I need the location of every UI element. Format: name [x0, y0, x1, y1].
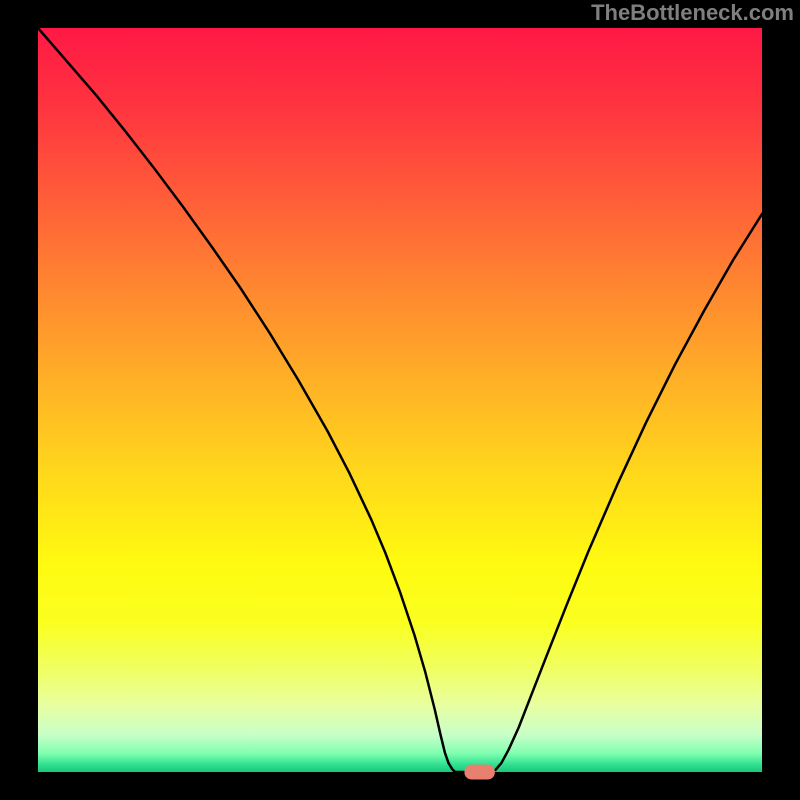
chart-frame: TheBottleneck.com — [0, 0, 800, 800]
bottleneck-chart — [0, 0, 800, 800]
optimal-marker — [464, 765, 494, 780]
plot-background — [38, 28, 762, 772]
watermark-text: TheBottleneck.com — [591, 0, 794, 26]
